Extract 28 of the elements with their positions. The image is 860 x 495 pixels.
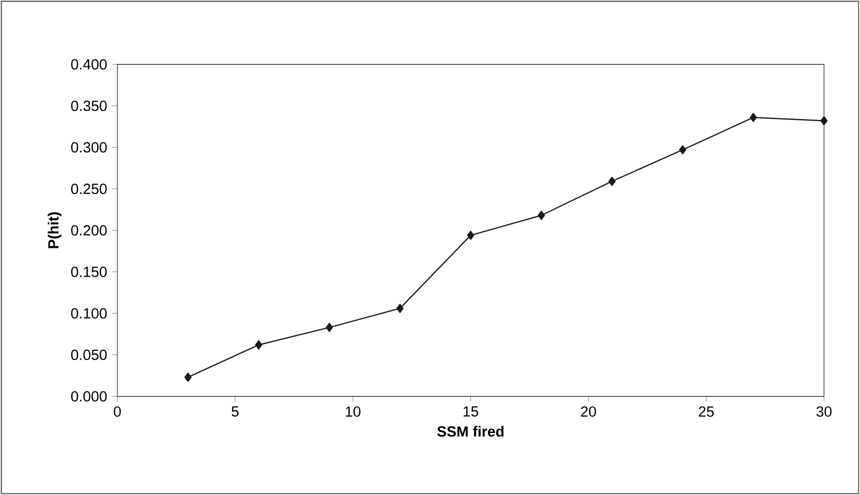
point bbox=[467, 230, 474, 240]
x-axis-title: SSM fired bbox=[437, 426, 504, 437]
y-tick-label: 0.200 bbox=[71, 225, 107, 236]
y-axis-title: P(hit) bbox=[48, 212, 62, 248]
y-tick-label: 0.100 bbox=[71, 308, 107, 319]
point bbox=[750, 112, 757, 122]
point bbox=[820, 116, 828, 126]
point bbox=[608, 176, 616, 186]
x-tick-label: 10 bbox=[346, 406, 360, 417]
y-tick-label: 0.000 bbox=[71, 391, 107, 402]
y-tick-label: 0.050 bbox=[71, 350, 107, 360]
x-tick-label: 15 bbox=[464, 406, 478, 417]
y-tick-label: 0.300 bbox=[71, 142, 107, 153]
x-tick-label: 20 bbox=[581, 406, 596, 417]
y-tick-label: 0.250 bbox=[71, 184, 107, 194]
y-tick-label: 0.350 bbox=[71, 100, 107, 112]
y-tick-label: 0.400 bbox=[71, 59, 107, 70]
point bbox=[184, 372, 192, 382]
x-tick-label: 5 bbox=[232, 406, 239, 417]
point bbox=[255, 340, 262, 350]
point bbox=[679, 145, 686, 154]
point bbox=[396, 304, 404, 313]
x-tick-label: 25 bbox=[698, 406, 714, 417]
x-tick-label: 30 bbox=[816, 406, 832, 417]
x-tick-label: 0 bbox=[114, 406, 121, 417]
point bbox=[538, 210, 545, 220]
y-tick-label: 0.150 bbox=[71, 266, 107, 278]
point bbox=[326, 322, 333, 332]
